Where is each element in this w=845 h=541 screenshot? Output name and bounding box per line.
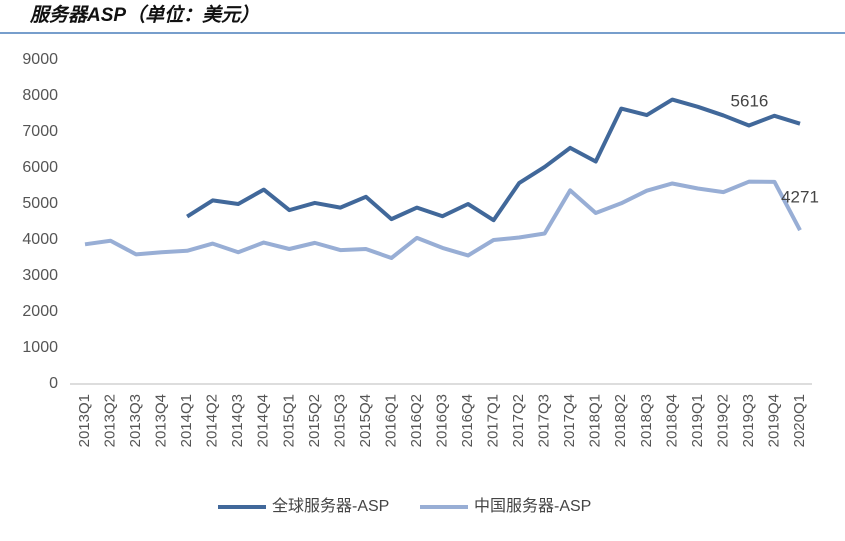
x-tick-label: 2016Q2 xyxy=(408,394,425,447)
x-tick-label: 2017Q4 xyxy=(561,394,578,447)
legend-label: 全球服务器-ASP xyxy=(272,497,389,515)
y-tick-label: 7000 xyxy=(22,123,58,140)
x-tick-label: 2013Q2 xyxy=(102,394,119,447)
x-tick-label: 2014Q3 xyxy=(229,394,246,447)
x-tick-label: 2013Q1 xyxy=(76,394,93,447)
x-tick-label: 2016Q3 xyxy=(433,394,450,447)
y-tick-label: 3000 xyxy=(22,267,58,284)
x-tick-label: 2018Q2 xyxy=(612,394,629,447)
x-tick-label: 2014Q2 xyxy=(204,394,221,447)
x-tick-label: 2019Q3 xyxy=(740,394,757,447)
data-label: 5616 xyxy=(731,91,769,110)
x-tick-label: 2014Q4 xyxy=(255,394,272,447)
y-tick-label: 1000 xyxy=(22,339,58,356)
x-tick-label: 2016Q4 xyxy=(459,394,476,447)
x-tick-label: 2016Q1 xyxy=(382,394,399,447)
x-tick-label: 2013Q4 xyxy=(153,394,170,447)
x-tick-label: 2015Q1 xyxy=(280,394,297,447)
x-tick-label: 2014Q1 xyxy=(178,394,195,447)
x-tick-label: 2019Q1 xyxy=(689,394,706,447)
x-tick-label: 2013Q3 xyxy=(127,394,144,447)
y-tick-label: 4000 xyxy=(22,231,58,248)
y-tick-label: 0 xyxy=(49,375,58,392)
x-tick-label: 2018Q3 xyxy=(638,394,655,447)
data-label: 4271 xyxy=(781,188,819,207)
chart-title: 服务器ASP（单位：美元） xyxy=(29,4,259,26)
legend-label: 中国服务器-ASP xyxy=(474,497,591,515)
x-tick-label: 2015Q3 xyxy=(331,394,348,447)
series-line xyxy=(84,179,802,260)
x-tick-label: 2018Q4 xyxy=(663,394,680,447)
x-tick-label: 2020Q1 xyxy=(791,394,808,447)
x-tick-label: 2015Q2 xyxy=(306,394,323,447)
x-tick-label: 2017Q3 xyxy=(536,394,553,447)
x-tick-label: 2017Q1 xyxy=(485,394,502,447)
y-tick-label: 9000 xyxy=(22,51,58,68)
y-tick-label: 5000 xyxy=(22,195,58,212)
x-tick-label: 2019Q4 xyxy=(765,394,782,447)
y-tick-label: 2000 xyxy=(22,303,58,320)
x-tick-label: 2015Q4 xyxy=(357,394,374,447)
x-tick-label: 2018Q1 xyxy=(587,394,604,447)
y-tick-label: 8000 xyxy=(22,87,58,104)
series-line xyxy=(186,97,801,223)
x-tick-label: 2019Q2 xyxy=(714,394,731,447)
y-tick-label: 6000 xyxy=(22,159,58,176)
x-tick-label: 2017Q2 xyxy=(510,394,527,447)
